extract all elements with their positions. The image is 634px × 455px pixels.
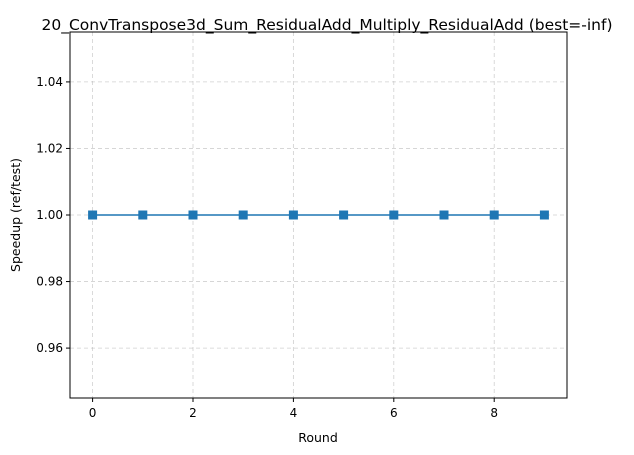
x-tick-label: 8 bbox=[490, 406, 498, 420]
x-axis-ticks: 0 2 4 6 8 bbox=[89, 398, 498, 420]
y-axis-ticks: 0.96 0.98 1.00 1.02 1.04 bbox=[36, 75, 70, 355]
x-tick-label: 0 bbox=[89, 406, 97, 420]
data-point bbox=[539, 210, 549, 220]
y-tick-label: 1.02 bbox=[36, 141, 63, 155]
y-tick-label: 1.04 bbox=[36, 75, 63, 89]
data-point bbox=[88, 210, 98, 220]
data-point bbox=[389, 210, 399, 220]
data-point bbox=[439, 210, 449, 220]
data-point bbox=[238, 210, 248, 220]
x-tick-label: 2 bbox=[189, 406, 197, 420]
x-tick-label: 6 bbox=[390, 406, 398, 420]
y-tick-label: 1.00 bbox=[36, 208, 63, 222]
data-point bbox=[288, 210, 298, 220]
chart-title: 20_ConvTranspose3d_Sum_ResidualAdd_Multi… bbox=[42, 16, 613, 35]
y-tick-label: 0.98 bbox=[36, 275, 63, 289]
series-layer bbox=[88, 210, 549, 220]
data-point bbox=[188, 210, 198, 220]
data-point bbox=[138, 210, 148, 220]
x-tick-label: 4 bbox=[290, 406, 298, 420]
data-point bbox=[339, 210, 349, 220]
y-axis-label: Speedup (ref/test) bbox=[8, 158, 23, 272]
data-point bbox=[489, 210, 499, 220]
y-tick-label: 0.96 bbox=[36, 341, 63, 355]
x-axis-label: Round bbox=[298, 430, 338, 445]
